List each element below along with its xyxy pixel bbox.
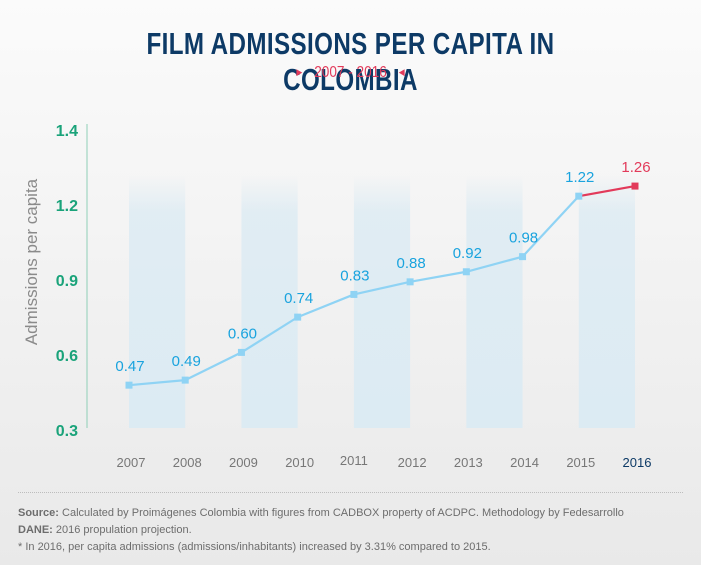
y-tick-label: 0.9	[56, 273, 78, 290]
series-lines	[128, 184, 636, 387]
line-chart: Admissions per capita 1.4 1.2 0.9 0.6 0.3 20…	[22, 123, 652, 470]
arrow-right-icon: ▶	[296, 67, 303, 77]
data-label: 0.74	[284, 290, 313, 307]
chart-title: FILM ADMISSIONS PER CAPITA IN COLOMBIA	[146, 26, 555, 97]
background-band	[578, 175, 635, 428]
data-label: 0.83	[340, 267, 369, 284]
dane-note: DANE: 2016 propulation projection.	[18, 522, 624, 539]
series-line-segment	[240, 316, 299, 354]
series-points	[125, 182, 639, 389]
year-range: 2007 - 2016	[314, 64, 387, 81]
data-label: 0.47	[115, 358, 144, 375]
background-band	[241, 175, 298, 428]
x-tick-label: 2008	[173, 455, 202, 470]
data-label: 0.88	[397, 255, 426, 272]
background-bands	[129, 175, 635, 428]
data-point	[519, 253, 527, 261]
data-point	[462, 268, 470, 276]
series-line-segment	[409, 270, 467, 283]
data-point	[406, 278, 414, 286]
dane-label: DANE:	[18, 524, 53, 536]
footer-divider	[18, 492, 683, 493]
x-tick-label: 2013	[454, 455, 483, 470]
x-tick-label: 2015	[566, 455, 595, 470]
data-label: 0.98	[509, 230, 538, 247]
series-line-segment	[466, 255, 523, 273]
background-band	[466, 175, 523, 428]
dane-text: 2016 propulation projection.	[52, 524, 192, 536]
data-label: 0.49	[172, 353, 201, 370]
arrow-left-icon: ◀	[398, 67, 405, 77]
x-tick-label: 2011	[340, 453, 368, 468]
y-tick-label: 0.6	[56, 348, 78, 365]
series-line-segment	[297, 293, 355, 319]
source-note: Source: Calculated by Proimágenes Colomb…	[18, 505, 624, 522]
data-point	[237, 348, 245, 356]
series-line-segment	[128, 379, 186, 387]
x-tick-label: 2009	[229, 455, 258, 470]
y-axis-label: Admissions per capita	[22, 178, 41, 345]
chart-subtitle: ▶ 2007 - 2016 ◀	[53, 64, 649, 82]
data-label: 0.60	[228, 325, 257, 342]
data-point	[125, 381, 133, 389]
data-label: 0.92	[453, 245, 482, 262]
data-labels: 0.47 0.49 0.60 0.74 0.83 0.88 0.92 0.98 1.22 1.26	[115, 159, 650, 375]
footnote: * In 2016, per capita admissions (admiss…	[18, 541, 491, 553]
data-point	[294, 313, 302, 321]
data-point	[350, 290, 358, 298]
x-tick-label: 2016	[623, 455, 652, 470]
x-tick-label: 2014	[510, 455, 539, 470]
footer-notes: Source: Calculated by Proimágenes Colomb…	[18, 505, 624, 556]
series-line-segment	[578, 184, 636, 198]
background-band	[353, 175, 411, 428]
data-point	[631, 182, 639, 190]
y-tick-label: 1.2	[56, 198, 78, 215]
data-point	[575, 192, 583, 200]
x-tick-label: 2010	[285, 455, 314, 470]
data-point	[181, 376, 189, 384]
background-band	[129, 175, 186, 428]
series-line-segment	[521, 195, 580, 258]
source-label: Source:	[18, 507, 59, 519]
y-tick-label: 1.4	[56, 123, 78, 140]
x-axis-ticks: 2007 2008 2009 2010 2011 2012 2013 2014 2015 2016	[117, 453, 652, 470]
data-label: 1.22	[565, 169, 594, 186]
series-line-segment	[353, 280, 411, 296]
source-text: Calculated by Proimágenes Colombia with …	[58, 507, 624, 519]
y-axis-ticks: 1.4 1.2 0.9 0.6 0.3	[56, 123, 78, 440]
y-tick-label: 0.3	[56, 423, 78, 440]
x-tick-label: 2012	[398, 455, 427, 470]
data-label: 1.26	[621, 159, 650, 176]
series-line-segment	[184, 351, 242, 382]
x-tick-label: 2007	[117, 455, 146, 470]
